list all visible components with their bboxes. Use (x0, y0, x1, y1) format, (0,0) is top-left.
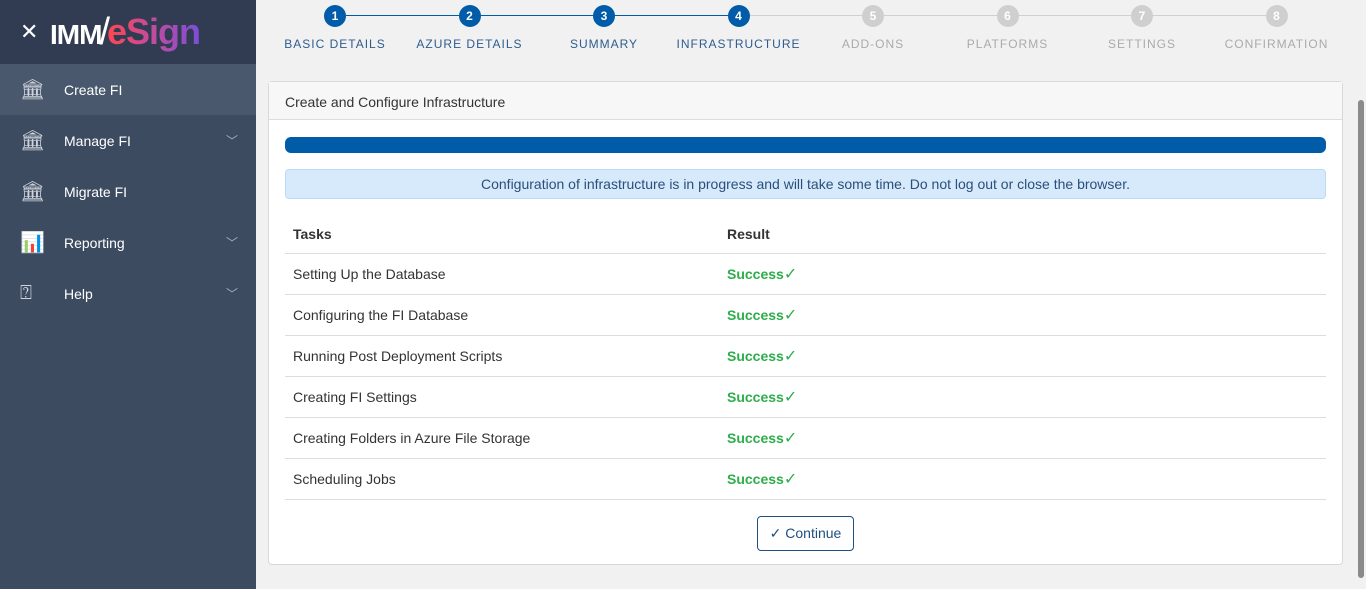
step-number: 6 (996, 5, 1019, 27)
sidebar-item-manage-fi[interactable]: 🏛 Manage FI ﹀ (0, 115, 256, 166)
step-3: 3 SUMMARY (537, 5, 671, 51)
step-label: SETTINGS (1107, 37, 1176, 51)
step-2: 2 AZURE DETAILS (403, 5, 537, 51)
step-4: 4 INFRASTRUCTURE (672, 5, 806, 51)
sidebar-item-label: Manage FI (64, 132, 131, 149)
sidebar-item-create-fi[interactable]: 🏛 Create FI (0, 64, 256, 115)
table-row: Running Post Deployment Scripts Success✓ (285, 335, 1326, 377)
column-header-tasks: Tasks (285, 217, 719, 254)
task-name: Configuring the FI Database (285, 294, 719, 336)
task-result: Success✓ (719, 376, 1326, 418)
help-bubble-icon: ⍰ (20, 282, 32, 304)
step-8: 8 CONFIRMATION (1210, 5, 1344, 51)
step-connector (1018, 15, 1131, 16)
step-number: 1 (324, 5, 346, 27)
step-connector (1153, 15, 1266, 16)
step-label: BASIC DETAILS (284, 37, 386, 51)
bar-chart-icon: 📊 (20, 232, 45, 254)
table-row: Setting Up the Database Success✓ (285, 253, 1326, 295)
step-connector (884, 15, 997, 16)
step-label: SUMMARY (569, 37, 639, 51)
continue-button[interactable]: ✓ Continue (756, 516, 855, 551)
sidebar-item-label: Migrate FI (64, 183, 128, 200)
sidebar: ✕ IMM / eSign 🏛 Create FI 🏛 Manage FI ﹀ 🏛 Migrat… (0, 0, 256, 589)
step-connector (615, 15, 728, 16)
step-number: 3 (593, 5, 615, 27)
table-row: Creating Folders in Azure File Storage Su… (285, 417, 1326, 459)
card-title: Create and Configure Infrastructure (269, 82, 1342, 120)
column-header-result: Result (719, 217, 1326, 254)
step-label: INFRASTRUCTURE (676, 37, 801, 51)
sidebar-item-help[interactable]: ⍰ Help ﹀ (0, 268, 256, 319)
table-row: Configuring the FI Database Success✓ (285, 294, 1326, 336)
step-6: 6 PLATFORMS (941, 5, 1075, 51)
task-name: Setting Up the Database (285, 253, 719, 295)
infrastructure-card: Create and Configure Infrastructure Conf… (268, 81, 1343, 565)
step-number: 4 (727, 5, 750, 27)
step-connector (480, 15, 593, 16)
task-name: Creating Folders in Azure File Storage (285, 417, 719, 459)
task-name: Running Post Deployment Scripts (285, 335, 719, 377)
check-icon: ✓ (783, 266, 798, 283)
step-5: 5 ADD-ONS (806, 5, 940, 51)
step-connector (346, 15, 459, 16)
step-number: 5 (862, 5, 884, 27)
bank-gear-icon: 🏛 (20, 130, 46, 152)
logo: IMM / eSign (50, 10, 201, 53)
check-icon: ✓ (783, 307, 798, 324)
step-label: CONFIRMATION (1224, 37, 1329, 51)
step-label: AZURE DETAILS (416, 37, 523, 51)
task-name: Scheduling Jobs (285, 458, 719, 500)
task-result: Success✓ (719, 253, 1326, 295)
progress-fill (285, 137, 1326, 153)
scrollbar[interactable] (1356, 0, 1366, 589)
scrollbar-thumb[interactable] (1358, 100, 1364, 578)
step-label: PLATFORMS (966, 37, 1049, 51)
step-connector (749, 15, 862, 16)
step-label: ADD-ONS (841, 37, 905, 51)
bank-arrow-icon: 🏛 (20, 181, 46, 203)
check-icon: ✓ (783, 389, 798, 406)
task-result: Success✓ (719, 458, 1326, 500)
chevron-down-icon: ﹀ (225, 236, 238, 250)
close-menu-icon[interactable]: ✕ (20, 19, 39, 44)
table-row: Scheduling Jobs Success✓ (285, 458, 1326, 500)
step-number: 2 (458, 5, 481, 27)
chevron-down-icon: ﹀ (225, 134, 238, 148)
sidebar-item-label: Reporting (64, 234, 125, 251)
step-7: 7 SETTINGS (1075, 5, 1209, 51)
progress-bar (285, 137, 1326, 153)
sidebar-item-label: Help (64, 285, 93, 302)
sidebar-item-label: Create FI (64, 81, 123, 98)
logo-bar: ✕ IMM / eSign (0, 0, 256, 64)
step-number: 8 (1265, 5, 1288, 27)
sidebar-item-reporting[interactable]: 📊 Reporting ﹀ (0, 217, 256, 268)
step-1: 1 BASIC DETAILS (268, 5, 402, 51)
check-icon: ✓ (783, 348, 798, 365)
task-name: Creating FI Settings (285, 376, 719, 418)
task-result: Success✓ (719, 417, 1326, 459)
sidebar-item-migrate-fi[interactable]: 🏛 Migrate FI (0, 166, 256, 217)
step-number: 7 (1131, 5, 1153, 27)
tasks-table: Tasks Result Setting Up the Database Succ… (285, 217, 1326, 500)
info-alert: Configuration of infrastructure is in pr… (285, 169, 1326, 199)
check-icon: ✓ (783, 430, 798, 447)
check-icon: ✓ (769, 525, 782, 541)
stepper: 1 BASIC DETAILS 2 AZURE DETAILS 3 SUMMARY 4 INF… (268, 0, 1342, 70)
bank-plus-icon: 🏛 (20, 79, 46, 101)
table-row: Creating FI Settings Success✓ (285, 376, 1326, 418)
task-result: Success✓ (719, 335, 1326, 377)
task-result: Success✓ (719, 294, 1326, 336)
chevron-down-icon: ﹀ (225, 287, 238, 301)
check-icon: ✓ (783, 471, 798, 488)
